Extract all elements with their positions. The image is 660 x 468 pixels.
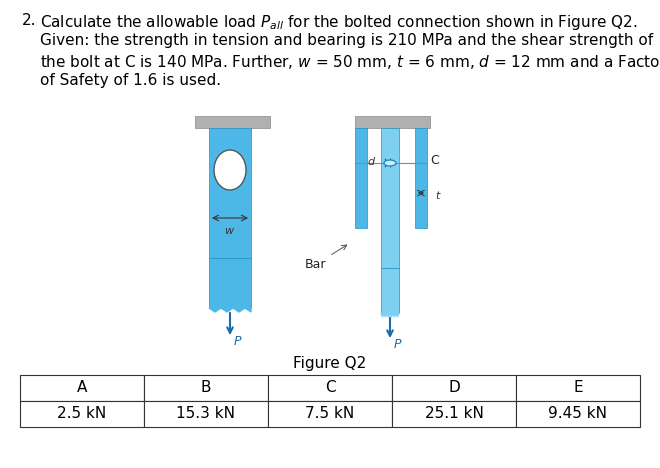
- Text: 15.3 kN: 15.3 kN: [176, 407, 236, 422]
- Text: Figure Q2: Figure Q2: [294, 356, 366, 371]
- Bar: [516, 401, 640, 427]
- Ellipse shape: [384, 160, 396, 166]
- Bar: [392, 401, 516, 427]
- Text: P: P: [234, 335, 242, 348]
- Bar: [355, 116, 430, 128]
- Bar: [144, 401, 268, 427]
- Text: C: C: [430, 154, 439, 168]
- Bar: [268, 375, 392, 401]
- Text: $w$: $w$: [224, 226, 236, 236]
- Bar: [209, 258, 251, 308]
- Bar: [415, 128, 427, 228]
- Bar: [392, 375, 516, 401]
- Text: $t$: $t$: [435, 189, 442, 201]
- Text: Calculate the allowable load $P_{all}$ for the bolted connection shown in Figure: Calculate the allowable load $P_{all}$ f…: [40, 13, 638, 32]
- Text: B: B: [201, 380, 211, 395]
- Text: C: C: [325, 380, 335, 395]
- Bar: [516, 375, 640, 401]
- Polygon shape: [393, 313, 396, 317]
- Polygon shape: [390, 313, 393, 317]
- Text: the bolt at C is 140 MPa. Further, $w$ = 50 mm, $t$ = 6 mm, $d$ = 12 mm and a Fa: the bolt at C is 140 MPa. Further, $w$ =…: [40, 53, 660, 71]
- Text: 2.5 kN: 2.5 kN: [57, 407, 107, 422]
- Ellipse shape: [214, 150, 246, 190]
- Text: Given: the strength in tension and bearing is 210 MPa and the shear strength of: Given: the strength in tension and beari…: [40, 33, 653, 48]
- Text: 2.: 2.: [22, 13, 36, 28]
- Bar: [381, 268, 399, 313]
- Polygon shape: [396, 313, 399, 317]
- Polygon shape: [387, 313, 390, 317]
- Polygon shape: [384, 313, 387, 317]
- Text: Bar: Bar: [305, 245, 346, 271]
- Bar: [195, 116, 270, 128]
- Polygon shape: [209, 308, 251, 312]
- Text: 9.45 kN: 9.45 kN: [548, 407, 607, 422]
- Text: 7.5 kN: 7.5 kN: [306, 407, 354, 422]
- Text: E: E: [573, 380, 583, 395]
- Bar: [20, 401, 144, 427]
- Text: D: D: [448, 380, 460, 395]
- Text: $d$: $d$: [367, 155, 376, 167]
- Text: A: A: [77, 380, 87, 395]
- Text: of Safety of 1.6 is used.: of Safety of 1.6 is used.: [40, 73, 221, 88]
- Text: 25.1 kN: 25.1 kN: [424, 407, 483, 422]
- Polygon shape: [381, 313, 384, 317]
- Bar: [20, 375, 144, 401]
- Bar: [144, 375, 268, 401]
- Bar: [209, 128, 251, 258]
- Bar: [268, 401, 392, 427]
- Bar: [381, 128, 399, 268]
- Bar: [355, 128, 367, 228]
- Text: P: P: [394, 338, 401, 351]
